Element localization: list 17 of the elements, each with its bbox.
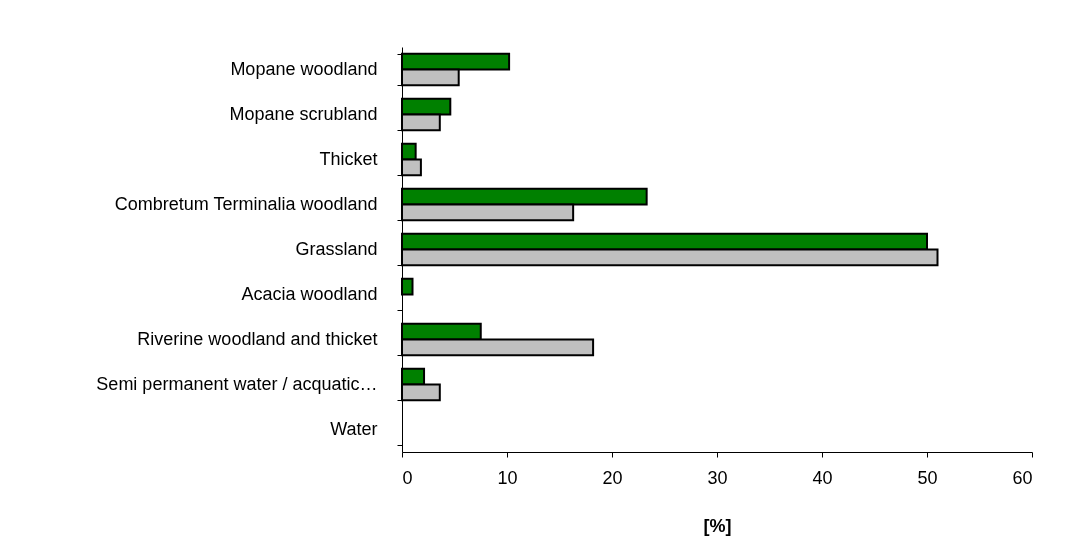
- y-tick-label: Mopane scrubland: [229, 104, 378, 124]
- y-tick-label: Riverine woodland and thicket: [137, 329, 378, 349]
- x-tick-label: 0: [402, 467, 413, 488]
- x-tick-label: 50: [917, 467, 938, 488]
- y-tick-label: Semi permanent water / acquatic…: [96, 374, 378, 394]
- x-tick-label: 30: [707, 467, 728, 488]
- y-tick-label: Combretum Terminalia woodland: [114, 194, 378, 214]
- x-tick-label: 40: [812, 467, 833, 488]
- x-axis-title: [%]: [703, 515, 732, 536]
- y-tick-label: Mopane woodland: [230, 59, 378, 79]
- y-tick-label: Acacia woodland: [241, 284, 378, 304]
- x-tick-label: 10: [497, 467, 518, 488]
- x-tick-label: 60: [1012, 467, 1033, 488]
- y-tick-label: Water: [330, 419, 378, 439]
- y-tick-label: Grassland: [295, 239, 378, 259]
- y-tick-label: Thicket: [319, 149, 378, 169]
- x-tick-label: 20: [602, 467, 623, 488]
